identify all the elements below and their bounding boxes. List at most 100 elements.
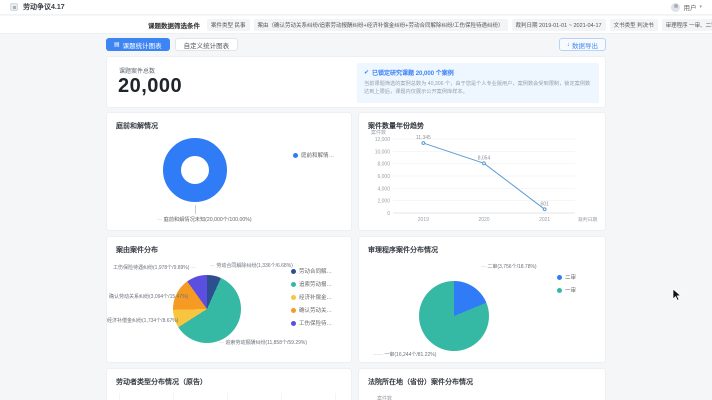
legend-item[interactable]: 确认劳动关… (291, 306, 332, 314)
legend-dot-icon (291, 281, 296, 287)
tab-topic-stats-label: 课题统计图表 (122, 42, 162, 50)
legend-item[interactable]: 经济补偿金… (291, 293, 332, 301)
filter-tag-date[interactable]: 裁判日期 2019-01-01 ~ 2021-04-17 (511, 18, 606, 31)
legend-item[interactable]: 追索劳动报… (291, 280, 332, 288)
user-menu[interactable]: 用户 ▾ (671, 2, 702, 12)
filter-bar: 课题数据筛选条件 案件类型 民事 案由（确认劳动关系纠纷/追索劳动报酬纠纷+经济… (0, 16, 712, 34)
procedure-pie-chart (419, 281, 489, 351)
chevron-down-icon: ▾ (699, 4, 702, 10)
svg-text:10,000: 10,000 (375, 149, 391, 155)
svg-text:4,000: 4,000 (377, 186, 390, 192)
court-y-axis-label: 案件数 (377, 396, 393, 400)
svg-text:8,000: 8,000 (377, 162, 390, 168)
legend-dot-icon (291, 307, 296, 313)
cause-callout-wage: — 追索劳动报酬纠纷(11,858个/59.29%) (219, 340, 307, 346)
procedure-callout-second: — 二审(3,756个/18.78%) (481, 264, 537, 270)
tab-topic-stats[interactable]: ▤ 课题统计图表 (106, 38, 170, 51)
court-card-title: 法院所在地（省份）案件分布情况 (368, 379, 473, 386)
settlement-card-title: 庭前和解情况 (116, 123, 158, 130)
user-label: 用户 (683, 5, 697, 12)
settlement-callout: — 庭前和解情况未知(20,000个/100.00%) (157, 217, 252, 223)
stat-label: 课题案件总数 (119, 69, 156, 75)
legend-dot-icon (557, 287, 562, 293)
legend-label: 追索劳动报… (299, 282, 333, 288)
procedure-callout-first: —— 一审(16,244个/81.22%) (373, 352, 437, 358)
legend-item[interactable]: 工伤保险待… (291, 319, 332, 327)
legend-label: 庭前和解情… (301, 153, 335, 159)
export-button[interactable]: ↓ 数据导出 (558, 38, 606, 51)
legend-label: 劳动合同解… (299, 269, 333, 275)
cause-callout-termination: — 劳动合同解除纠纷(1,336个/6.68%) (210, 263, 293, 269)
legend-dot-icon (291, 268, 296, 274)
svg-text:案件数: 案件数 (371, 129, 386, 136)
settlement-card: 庭前和解情况 — 庭前和解情况未知(20,000个/100.00%) 庭前和解情… (106, 112, 352, 231)
toolbar: ▤ 课题统计图表 自定义统计图表 ↓ 数据导出 (106, 38, 606, 51)
legend-label: 工伤保险待… (299, 321, 333, 327)
svg-text:601: 601 (540, 201, 549, 207)
notice-title: ✔ 已锁定研究课题 20,000 个案例 (364, 68, 592, 77)
app-logo-icon (10, 3, 18, 11)
cause-callout-relation: 确认劳动关系纠纷(3,094个/15.47%) (109, 294, 189, 300)
settlement-donut-chart (163, 138, 227, 202)
download-icon: ↓ (566, 41, 570, 48)
notice-body: 当前课题筛选的案例总数为 40,306 个，由于您是个人专业版用户，案例数会受到… (364, 81, 591, 96)
legend-dot-icon (293, 152, 298, 158)
svg-text:2019: 2019 (418, 217, 429, 223)
claimant-card: 劳动者类型分布情况（原告） (106, 368, 352, 400)
svg-text:11,345: 11,345 (416, 135, 431, 141)
svg-text:2020: 2020 (478, 217, 489, 223)
mouse-cursor (672, 288, 682, 301)
legend-dot-icon (557, 274, 562, 280)
legend-dot-icon (291, 320, 296, 326)
legend-item[interactable]: 一审 (557, 286, 576, 294)
legend-dot-icon (291, 294, 296, 300)
svg-text:裁判日期: 裁判日期 (578, 216, 597, 223)
claimant-card-title: 劳动者类型分布情况（原告） (116, 379, 207, 386)
cause-card-title: 案由案件分布 (116, 247, 158, 254)
procedure-card-title: 审理程序案件分布情况 (368, 247, 438, 254)
check-icon: ✔ (364, 70, 370, 76)
cause-legend: 劳动合同解… 追索劳动报… 经济补偿金… 确认劳动关… 工伤保险待… (291, 267, 332, 327)
settlement-legend: 庭前和解情… (293, 151, 334, 159)
summary-card: 课题案件总数 20,000 ✔ 已锁定研究课题 20,000 个案例 当前课题筛… (106, 56, 606, 108)
app-title: 劳动争议4.17 (23, 4, 65, 11)
avatar-icon (671, 2, 681, 12)
legend-label: 经济补偿金… (299, 295, 333, 301)
stat-value: 20,000 (118, 75, 183, 97)
callout-leader-line (195, 205, 196, 214)
filter-tag-procedure[interactable]: 审理程序 一审、二审 (661, 18, 712, 31)
legend-item[interactable]: 庭前和解情… (293, 151, 334, 159)
svg-text:6,000: 6,000 (377, 174, 390, 180)
legend-label: 一审 (565, 288, 577, 294)
chart-icon: ▤ (114, 41, 120, 48)
legend-label: 二审 (565, 275, 577, 281)
svg-text:0: 0 (387, 211, 390, 217)
legend-label: 确认劳动关… (299, 308, 333, 314)
procedure-card: 审理程序案件分布情况 — 二审(3,756个/18.78%) —— 一审(16,… (358, 236, 606, 363)
trend-card: 案件数量年份趋势 12,000 10,000 8,000 6,000 4,000 2,00… (358, 112, 606, 231)
svg-text:12,000: 12,000 (375, 137, 391, 143)
svg-text:2021: 2021 (539, 217, 550, 223)
filter-tag-case-type[interactable]: 案件类型 民事 (207, 18, 250, 31)
tab-custom-stats[interactable]: 自定义统计图表 (174, 38, 239, 51)
notice-box: ✔ 已锁定研究课题 20,000 个案例 当前课题筛选的案例总数为 40,306… (357, 63, 599, 103)
trend-card-title: 案件数量年份趋势 (368, 123, 424, 130)
filter-tag-doc-type[interactable]: 文书类型 判决书 (609, 18, 658, 31)
legend-item[interactable]: 劳动合同解… (291, 267, 332, 275)
legend-item[interactable]: 二审 (557, 273, 576, 281)
filter-label: 课题数据筛选条件 (148, 22, 200, 30)
tab-custom-stats-label: 自定义统计图表 (183, 42, 230, 50)
top-nav: 劳动争议4.17 用户 ▾ (0, 0, 712, 15)
notice-title-text: 已锁定研究课题 20,000 个案例 (372, 71, 454, 77)
svg-text:2,000: 2,000 (377, 199, 390, 205)
trend-line-chart: 12,000 10,000 8,000 6,000 4,000 2,000 0 案件数裁判日期… (371, 129, 597, 223)
cause-pie-chart (173, 275, 241, 343)
export-button-label: 数据导出 (572, 42, 598, 50)
court-card: 法院所在地（省份）案件分布情况 案件数 (358, 368, 606, 400)
filter-tag-cause[interactable]: 案由（确认劳动关系纠纷/追索劳动报酬纠纷+经济补偿金纠纷+劳动合同解除纠纷/工伤… (253, 18, 508, 31)
cause-callout-compensation: 经济补偿金纠纷(1,734个/8.67%) (107, 318, 179, 324)
svg-text:8,054: 8,054 (478, 155, 491, 161)
procedure-legend: 二审 一审 (557, 273, 576, 294)
cause-card: 案由案件分布 工伤保险待遇纠纷(1,978个/9.89%) — — 劳动合同解除… (106, 236, 352, 363)
cause-callout-injury: 工伤保险待遇纠纷(1,978个/9.89%) — (113, 265, 196, 271)
